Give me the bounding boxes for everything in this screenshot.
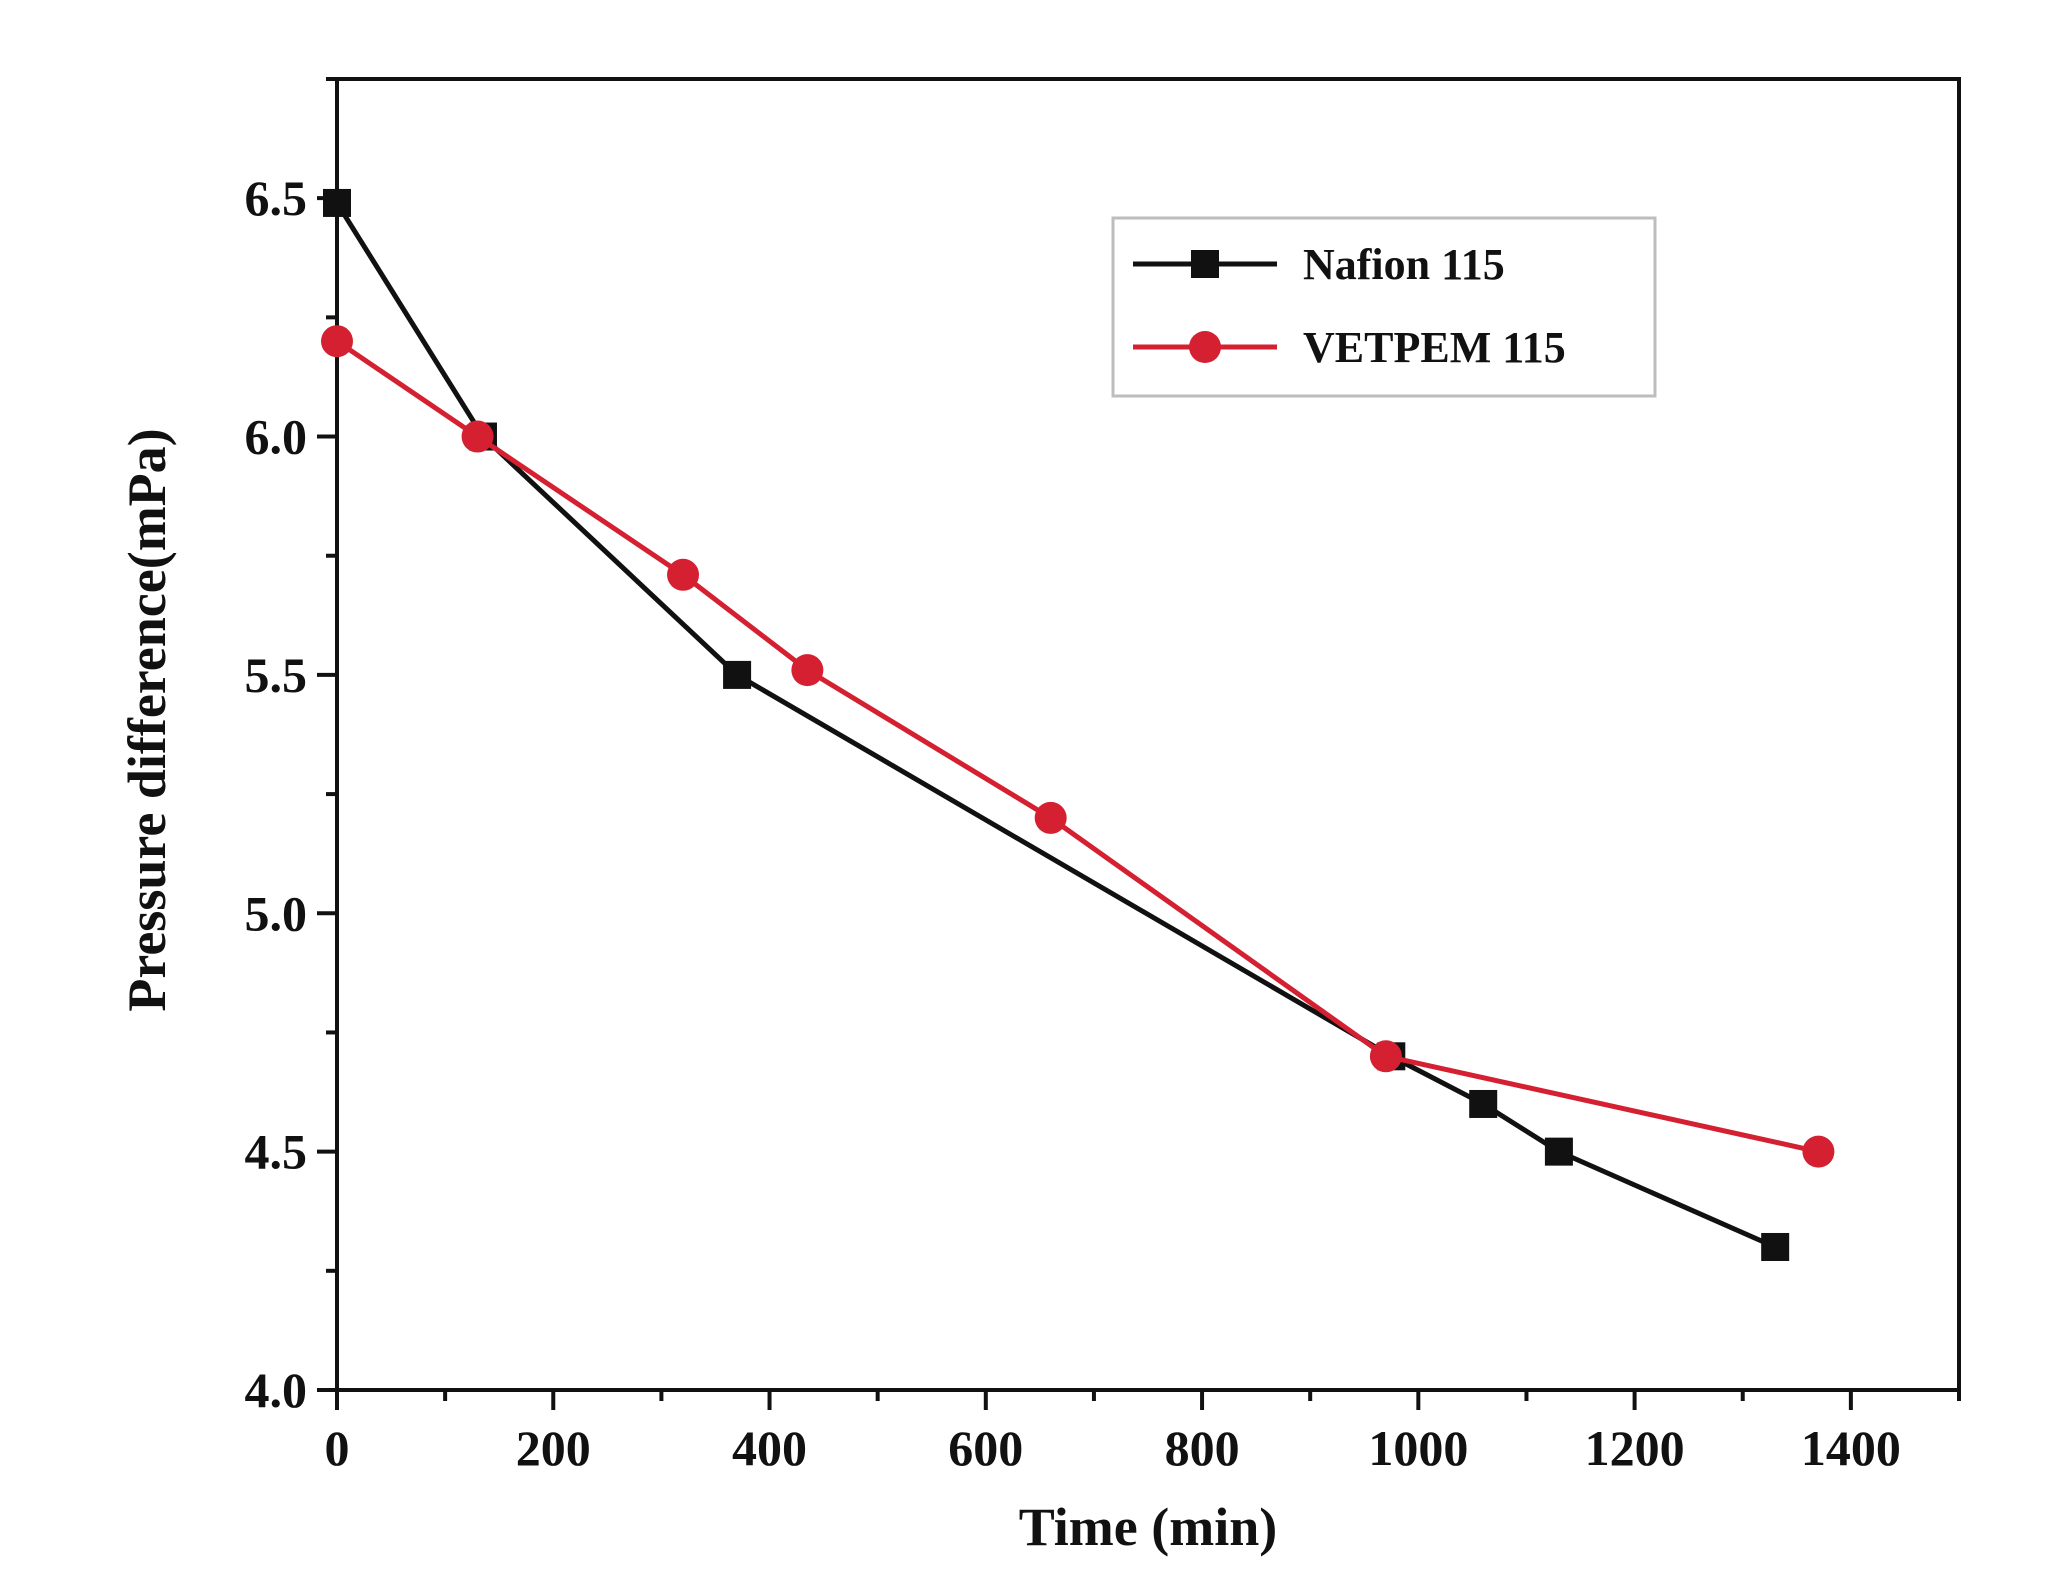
- x-axis-ticks: 0 200 400 600 800 1000 1200 1400: [325, 1390, 1961, 1476]
- legend-box: [1111, 216, 1657, 398]
- data-point-circle: [1369, 1040, 1402, 1073]
- data-point-square: [1469, 1089, 1498, 1118]
- x-tick-label: 600: [948, 1420, 1023, 1476]
- series-line-1: [335, 339, 1819, 1155]
- data-point-square: [323, 188, 351, 217]
- data-point-circle: [667, 558, 700, 591]
- x-tick-label: 0: [325, 1420, 350, 1476]
- x-tick-label: 800: [1165, 1420, 1240, 1476]
- data-point-circle: [791, 654, 824, 687]
- data-point-square: [723, 660, 752, 689]
- data-point-circle: [461, 420, 494, 453]
- y-tick-label: 6.0: [245, 409, 308, 465]
- y-tick-label: 5.0: [245, 885, 308, 941]
- y-tick-label: 5.5: [245, 647, 308, 703]
- data-point-square: [1544, 1137, 1573, 1166]
- y-tick-label: 4.5: [245, 1124, 308, 1180]
- y-tick-label: 6.5: [245, 170, 308, 226]
- legend-marker-nafion: [1191, 250, 1219, 278]
- legend-marker-vetpem: [1189, 331, 1221, 363]
- y-axis-title: Pressure difference(mPa): [117, 428, 177, 1011]
- x-tick-label: 1000: [1368, 1420, 1468, 1476]
- legend: Nafion 115 VETPEM 115: [1111, 216, 1657, 398]
- x-axis-title: Time (min): [1019, 1497, 1277, 1557]
- x-tick-label: 200: [516, 1420, 591, 1476]
- x-tick-label: 400: [732, 1420, 807, 1476]
- data-point-circle: [321, 325, 353, 358]
- x-tick-label: 1400: [1801, 1420, 1901, 1476]
- y-axis-ticks: 4.0 4.5 5.0 5.5 6.0 6.5: [245, 77, 337, 1418]
- y-tick-label: 4.0: [245, 1362, 308, 1418]
- x-tick-label: 1200: [1585, 1420, 1685, 1476]
- data-point-circle: [1802, 1135, 1835, 1168]
- legend-label-nafion: Nafion 115: [1303, 240, 1505, 289]
- plot-frame: [335, 77, 1961, 1392]
- data-point-square: [1761, 1232, 1790, 1261]
- legend-label-vetpem: VETPEM 115: [1303, 323, 1566, 372]
- data-point-circle: [1034, 801, 1067, 834]
- series-layer: [321, 188, 1835, 1261]
